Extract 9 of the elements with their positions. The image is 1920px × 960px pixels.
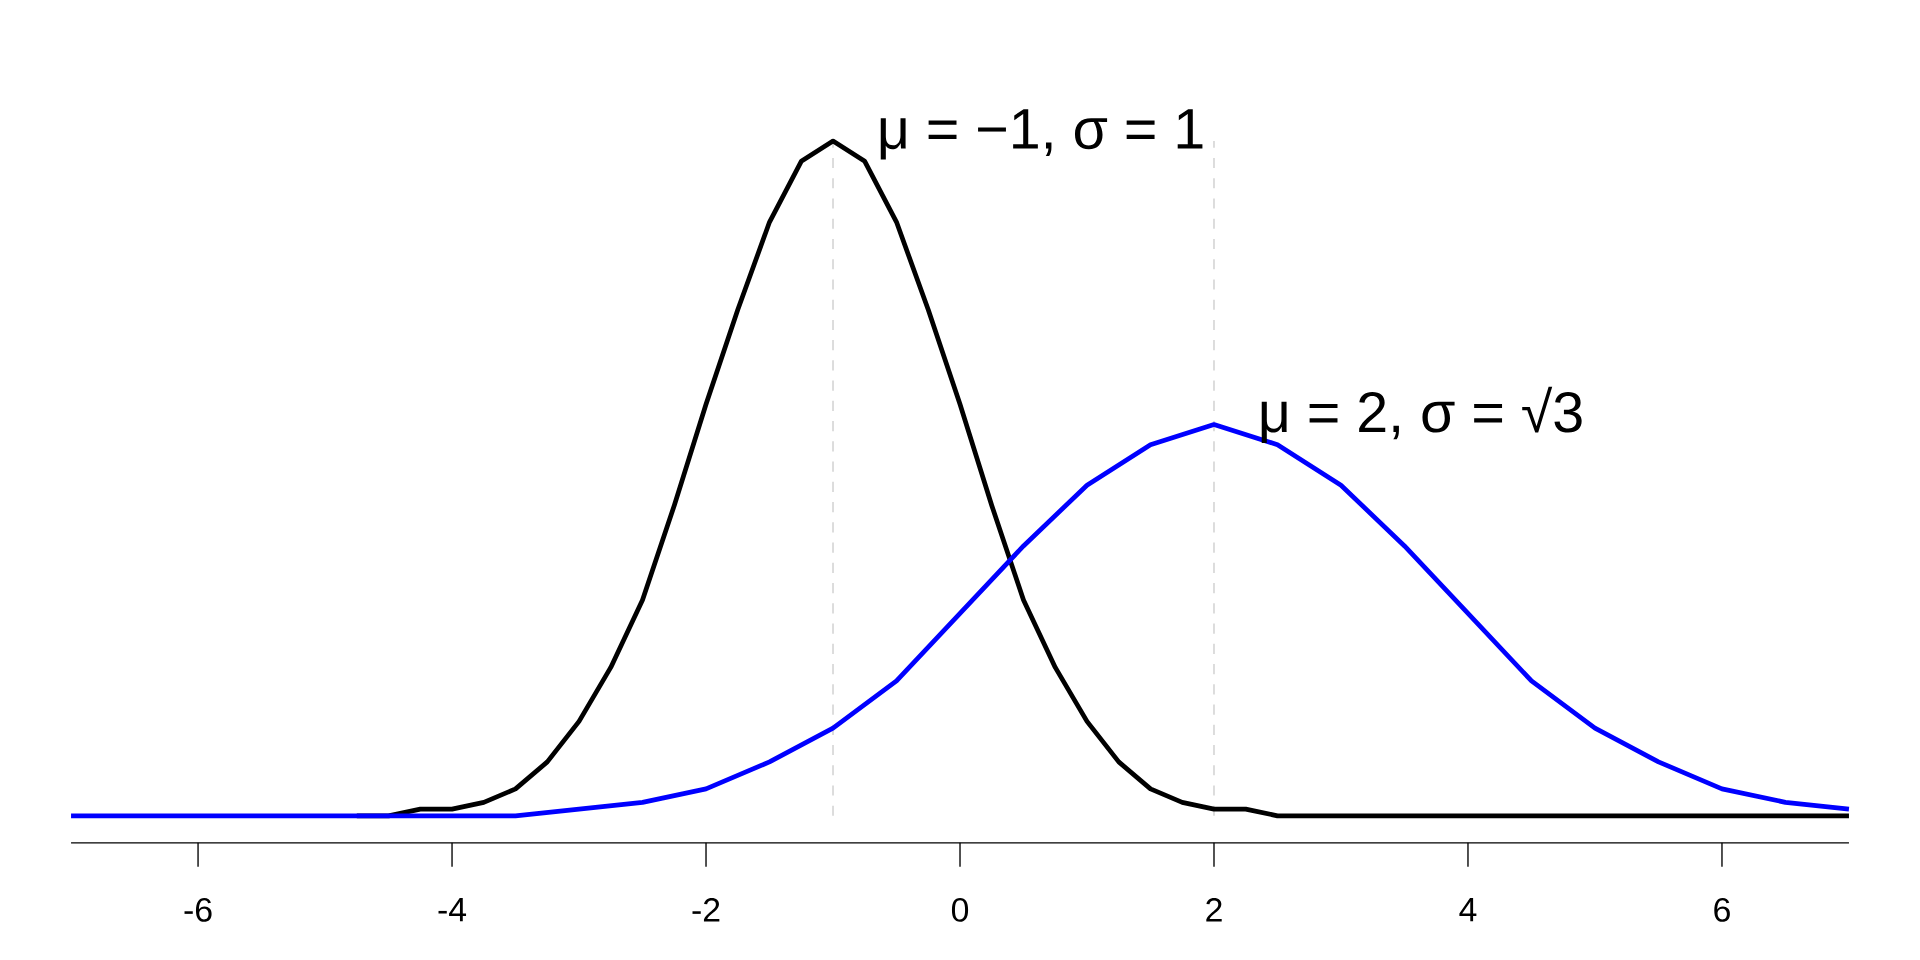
x-tick-label: 4 [1459,897,1477,922]
x-tick-label: -6 [184,898,212,922]
annotation: μ = −1, σ = 1 [880,109,1203,160]
x-tick-label: 2 [1206,898,1222,922]
x-tick-label: 0 [951,898,969,922]
x-tick-label: -2 [692,898,720,922]
x-tick-label: -4 [438,897,467,922]
x-tick-label: 6 [1714,898,1730,922]
annotation: μ = 2, σ = √3 [1261,386,1582,444]
